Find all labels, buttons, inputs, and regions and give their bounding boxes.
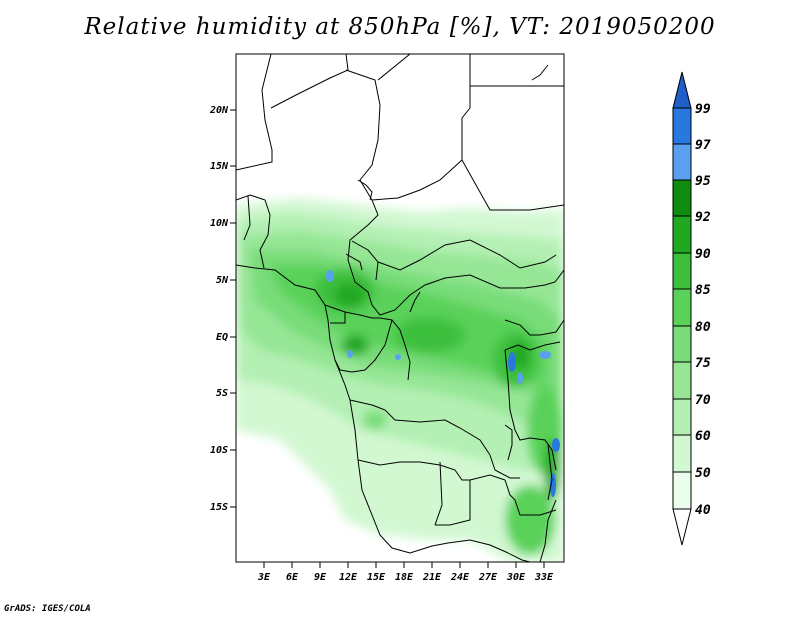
- colorbar-segment: [672, 288, 692, 327]
- lon-label: 6E: [286, 572, 299, 583]
- colorbar-label: 60: [695, 429, 711, 444]
- lon-label: 18E: [395, 572, 414, 583]
- lat-label: 5N: [216, 275, 229, 286]
- colorbar: [672, 71, 692, 546]
- colorbar-segment: [672, 398, 692, 436]
- colorbar-label: 50: [695, 466, 711, 481]
- lat-label: EQ: [216, 332, 228, 343]
- colorbar-segment: [672, 361, 692, 400]
- colorbar-segment: [672, 215, 692, 254]
- country-borders: [236, 54, 564, 562]
- lon-label: 24E: [450, 572, 470, 583]
- lon-label: 27E: [478, 572, 498, 583]
- lat-ticks: [230, 109, 236, 508]
- lon-label: 15E: [367, 572, 386, 583]
- colorbar-label: 90: [695, 247, 711, 262]
- lat-label: 20N: [209, 105, 229, 116]
- colorbar-segment: [672, 143, 692, 181]
- colorbar-segment: [672, 471, 692, 510]
- map-frame: [235, 53, 565, 563]
- map-title: Relative humidity at 850hPa [%], VT: 201…: [84, 14, 716, 40]
- colorbar-label: 92: [695, 210, 711, 225]
- lon-label: 21E: [422, 572, 442, 583]
- colorbar-label: 70: [695, 393, 711, 408]
- lon-label: 30E: [506, 572, 526, 583]
- grads-credit: GrADS: IGES/COLA: [4, 604, 91, 614]
- colorbar-label: 99: [695, 102, 711, 117]
- colorbar-segment: [672, 107, 692, 145]
- colorbar-label: 40: [695, 503, 711, 518]
- colorbar-segment: [672, 252, 692, 290]
- humidity-field: [236, 198, 564, 562]
- colorbar-label: 95: [695, 174, 711, 189]
- lat-label: 15S: [210, 502, 228, 513]
- colorbar-label: 75: [695, 356, 711, 371]
- colorbar-segment: [672, 179, 692, 217]
- lon-ticks: [263, 562, 545, 568]
- lat-label: 15N: [210, 161, 229, 172]
- lon-label: 3E: [257, 572, 271, 583]
- colorbar-labels: 99 97 95 92 90 85 80 75 70 60 50 40: [695, 102, 711, 518]
- colorbar-bottom-arrow: [672, 508, 692, 546]
- lat-label: 10S: [210, 445, 228, 456]
- lon-label: 12E: [339, 572, 358, 583]
- lon-label: 9E: [314, 572, 327, 583]
- lon-label: 33E: [534, 572, 554, 583]
- colorbar-segment: [672, 325, 692, 363]
- lat-labels: 20N 15N 10N 5N EQ 5S 10S 15S: [209, 105, 229, 513]
- lat-label: 5S: [216, 388, 228, 399]
- colorbar-label: 97: [695, 138, 711, 153]
- lat-label: 10N: [210, 218, 229, 229]
- colorbar-label: 80: [695, 320, 711, 335]
- colorbar-segment: [672, 434, 692, 473]
- colorbar-top-arrow: [672, 71, 692, 109]
- colorbar-label: 85: [695, 283, 711, 298]
- lon-labels: 3E 6E 9E 12E 15E 18E 21E 24E 27E 30E 33E: [257, 572, 554, 583]
